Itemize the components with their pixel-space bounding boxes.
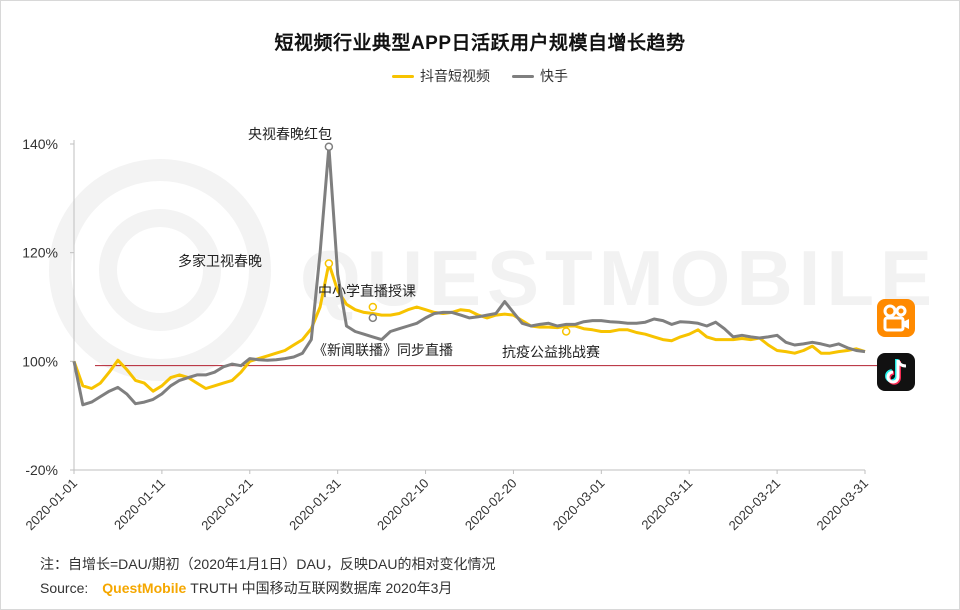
y-tick-label: 140% bbox=[22, 136, 58, 152]
annotation-marker bbox=[561, 327, 571, 336]
footnote: 注：自增长=DAU/期初（2020年1月1日）DAU，反映DAU的相对变化情况 bbox=[40, 556, 496, 572]
x-tick-label: 2020-01-11 bbox=[111, 476, 168, 533]
legend-swatch-kuaishou bbox=[512, 74, 534, 78]
annotation-label: 《新闻联播》同步直播 bbox=[313, 342, 453, 358]
x-tick-label: 2020-01-21 bbox=[198, 476, 256, 534]
annotation-marker bbox=[324, 142, 334, 151]
annotation-label: 央视春晚红包 bbox=[248, 126, 332, 142]
source-line: Source: QuestMobile TRUTH 中国移动互联网数据库 2020年… bbox=[40, 578, 452, 598]
y-tick-label: 120% bbox=[22, 245, 58, 261]
series-line-kuaishou bbox=[72, 145, 866, 407]
watermark-ring-inner bbox=[99, 209, 221, 331]
legend-swatch-douyin bbox=[392, 74, 414, 78]
x-tick-label: 2020-03-01 bbox=[550, 476, 608, 534]
source-suffix: TRUTH 中国移动互联网数据库 2020年3月 bbox=[190, 580, 453, 596]
x-tick-label: 2020-03-21 bbox=[726, 476, 784, 534]
x-tick-label: 2020-03-31 bbox=[813, 476, 871, 534]
annotation-marker bbox=[368, 313, 378, 323]
legend-label-douyin: 抖音短视频 bbox=[420, 68, 490, 84]
x-tick-label: 2020-03-11 bbox=[638, 476, 695, 533]
annotation-label: 抗疫公益挑战赛 bbox=[502, 344, 600, 360]
series-line-douyin bbox=[72, 262, 866, 393]
legend-item-douyin: 抖音短视频 bbox=[392, 66, 490, 86]
chart-title: 短视频行业典型APP日活跃用户规模自增长趋势 bbox=[274, 33, 686, 54]
source-prefix: Source: bbox=[40, 580, 89, 596]
annotation-marker bbox=[368, 302, 378, 312]
chart-legend: 抖音短视频 快手 bbox=[0, 66, 960, 86]
annotation-marker bbox=[324, 259, 334, 268]
x-tick-label: 2020-01-31 bbox=[286, 476, 344, 534]
x-tick-label: 2020-01-01 bbox=[22, 476, 80, 534]
legend-item-kuaishou: 快手 bbox=[512, 66, 568, 86]
kuaishou-icon bbox=[877, 299, 915, 337]
douyin-glyph bbox=[885, 359, 907, 385]
kuaishou-glyph bbox=[883, 304, 909, 332]
watermark-ring bbox=[49, 159, 271, 381]
douyin-icon bbox=[877, 353, 915, 391]
annotation-label: 中小学直播授课 bbox=[318, 283, 416, 299]
x-tick-label: 2020-02-10 bbox=[374, 476, 432, 534]
y-tick-label: -20% bbox=[25, 462, 58, 478]
legend-label-kuaishou: 快手 bbox=[540, 68, 568, 84]
watermark-text: QUESTMOBILE bbox=[300, 234, 938, 322]
y-tick-label: 100% bbox=[22, 353, 58, 369]
source-brand: QuestMobile bbox=[102, 580, 187, 596]
x-tick-label: 2020-02-20 bbox=[462, 476, 520, 534]
annotation-label: 多家卫视春晚 bbox=[178, 253, 262, 269]
